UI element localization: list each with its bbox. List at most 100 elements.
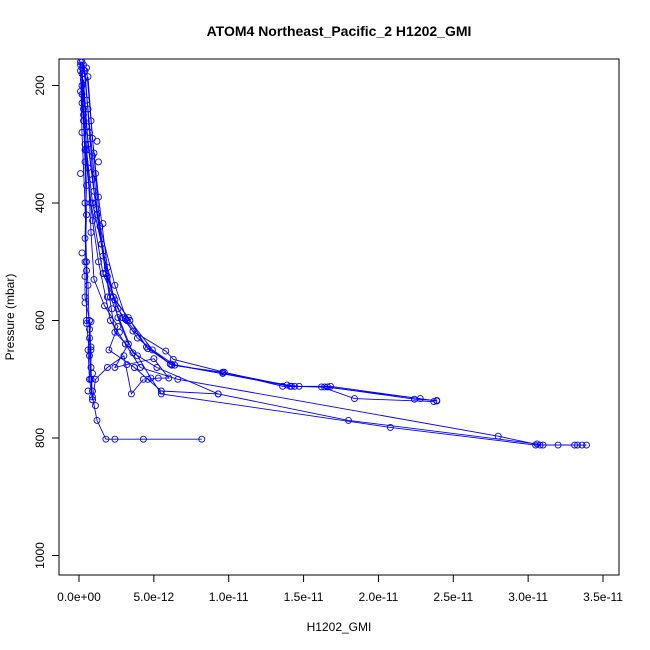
data-point xyxy=(84,105,92,113)
data-point xyxy=(111,364,119,371)
data-point xyxy=(81,234,89,242)
data-point xyxy=(288,382,296,390)
data-point xyxy=(101,302,108,310)
data-point xyxy=(142,343,150,351)
data-point xyxy=(84,387,92,395)
data-point xyxy=(77,170,84,178)
profile-line xyxy=(84,70,587,446)
data-point xyxy=(430,398,438,406)
data-point xyxy=(171,361,179,369)
data-point xyxy=(532,441,540,449)
plot-area xyxy=(58,58,620,576)
data-point xyxy=(318,383,325,391)
data-point xyxy=(120,352,128,360)
data-point xyxy=(83,317,90,324)
chart-title: ATOM4 Northeast_Pacific_2 H1202_GMI xyxy=(207,23,472,39)
data-point xyxy=(95,158,102,166)
data-point xyxy=(81,158,89,166)
data-point xyxy=(386,423,394,431)
data-point xyxy=(148,346,156,354)
data-point xyxy=(168,361,176,369)
plot-frame xyxy=(58,58,620,576)
profile-line xyxy=(81,67,144,400)
data-point xyxy=(89,369,96,377)
profile-line xyxy=(83,64,434,403)
profile-line xyxy=(86,67,421,400)
data-point xyxy=(106,317,114,324)
data-point xyxy=(150,355,158,363)
data-point xyxy=(139,375,147,383)
data-point xyxy=(90,275,98,283)
data-point xyxy=(174,375,182,383)
profile-line xyxy=(80,64,202,440)
points-layer xyxy=(77,58,590,449)
data-point xyxy=(95,258,102,266)
y-axis-label: Pressure (mbar) xyxy=(3,274,17,361)
data-point xyxy=(129,327,137,335)
data-point xyxy=(80,105,87,113)
data-point xyxy=(90,149,98,157)
data-point xyxy=(83,181,90,189)
data-point xyxy=(78,129,86,136)
data-point xyxy=(574,441,581,449)
profile-line xyxy=(81,73,437,402)
data-point xyxy=(295,382,303,390)
x-tick-label: 1.0e-11 xyxy=(209,590,249,604)
data-point xyxy=(583,441,590,449)
data-point xyxy=(83,258,90,266)
data-point xyxy=(536,441,544,449)
data-point xyxy=(86,129,93,136)
data-point xyxy=(108,305,116,313)
data-point xyxy=(92,402,99,410)
data-point xyxy=(154,374,162,382)
x-tick-label: 0.0e+00 xyxy=(57,590,101,604)
data-point xyxy=(87,318,95,326)
data-point xyxy=(90,187,98,195)
data-point xyxy=(153,364,161,371)
data-point xyxy=(139,435,147,443)
profile-line xyxy=(83,79,578,446)
data-point xyxy=(123,361,131,369)
y-tick-label: 200 xyxy=(33,75,47,95)
data-point xyxy=(99,220,107,228)
data-point xyxy=(115,328,123,336)
data-point xyxy=(351,395,358,403)
data-point xyxy=(84,281,92,289)
data-point xyxy=(494,432,502,440)
data-point xyxy=(111,281,119,289)
data-point xyxy=(83,146,90,154)
data-point xyxy=(345,416,352,424)
data-point xyxy=(198,435,206,443)
data-point xyxy=(87,228,95,236)
data-point xyxy=(77,67,84,75)
data-point xyxy=(89,396,96,404)
data-point xyxy=(89,199,96,207)
data-point xyxy=(80,117,87,125)
x-tick-label: 3.0e-11 xyxy=(508,590,548,604)
data-point xyxy=(102,435,110,443)
data-point xyxy=(121,340,129,348)
data-point xyxy=(539,441,547,449)
data-point xyxy=(81,272,89,280)
data-point xyxy=(578,441,586,449)
data-point xyxy=(105,346,113,354)
x-tick-label: 2.0e-11 xyxy=(359,590,399,604)
data-point xyxy=(103,293,111,301)
data-point xyxy=(86,334,93,342)
data-point xyxy=(87,117,95,125)
data-point xyxy=(89,217,96,225)
data-point xyxy=(111,296,119,304)
data-point xyxy=(114,314,122,322)
data-point xyxy=(102,270,110,277)
data-point xyxy=(157,390,165,398)
data-point xyxy=(92,170,99,178)
data-point xyxy=(93,211,101,219)
y-tick-label: 800 xyxy=(33,428,47,448)
data-point xyxy=(130,364,138,371)
y-axis: 200 400 600 800 1000 xyxy=(33,75,60,569)
y-tick-label: 1000 xyxy=(33,542,47,569)
data-point xyxy=(283,381,291,389)
data-point xyxy=(80,76,87,84)
data-point xyxy=(111,328,119,336)
